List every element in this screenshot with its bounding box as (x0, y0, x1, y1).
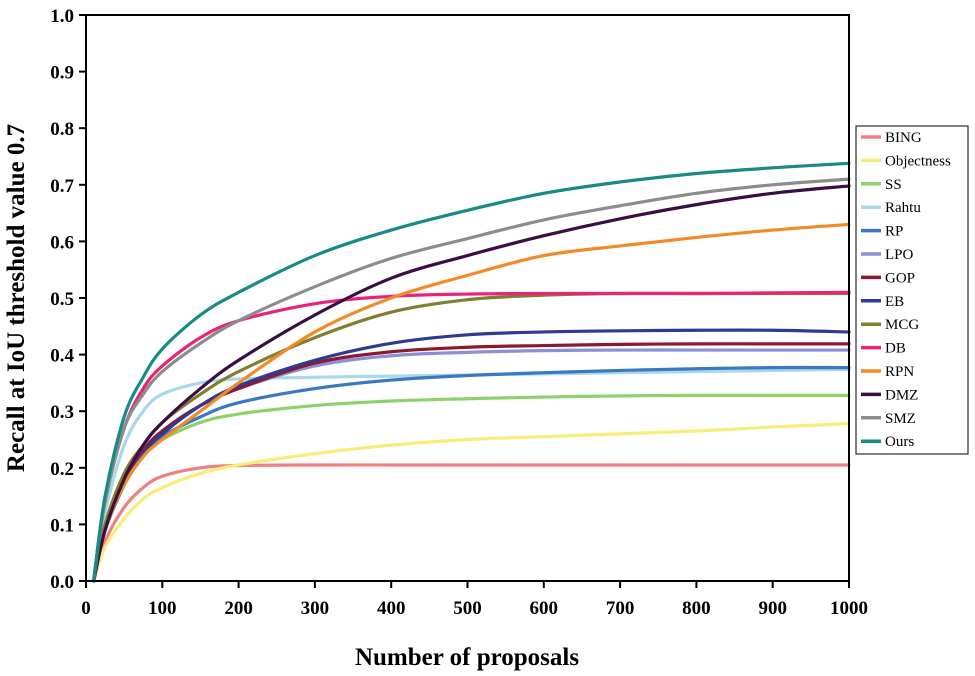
legend-label: Ours (885, 434, 914, 450)
y-axis-label: Recall at IoU threshold value 0.7 (3, 124, 30, 472)
legend-label: RPN (885, 364, 914, 380)
y-tick-label: 0.8 (50, 119, 74, 140)
y-tick-label: 0.2 (50, 459, 74, 480)
y-tick-label: 0.1 (50, 515, 74, 536)
legend: BING Objectness SS Rahtu RP LPO GOP EB MCG DB RPN D… (855, 125, 969, 455)
legend-label: RP (885, 224, 903, 240)
legend-item-eb: EB (861, 294, 904, 310)
series-line-dmz (92, 184, 851, 583)
y-tick-label: 0.6 (50, 232, 74, 253)
legend-item-rp: RP (861, 224, 903, 240)
y-tick-label: 0.0 (50, 572, 74, 593)
legend-item-db: DB (861, 341, 906, 357)
legend-item-smz: SMZ (861, 411, 916, 427)
legend-item-ours: Ours (861, 434, 914, 450)
legend-label: LPO (885, 247, 914, 263)
y-tick-label: 0.7 (50, 176, 74, 197)
legend-label: SS (885, 177, 902, 193)
x-tick-label: 200 (224, 598, 253, 619)
legend-item-objectness: Objectness (861, 153, 951, 169)
x-ticks: 0 100 200 300 400 500 600 700 800 900 1000 (81, 581, 868, 619)
legend-box (855, 125, 969, 455)
y-tick-label: 0.5 (50, 289, 74, 310)
legend-item-bing: BING (861, 130, 922, 146)
legend-label: Objectness (885, 153, 951, 169)
series-line-ours (92, 161, 851, 583)
series-line-bing (92, 463, 851, 583)
legend-label: DB (885, 341, 906, 357)
series-line-gop (92, 342, 851, 583)
series-line-rahtu (92, 367, 851, 583)
x-tick-label: 800 (682, 598, 711, 619)
series-layer (92, 161, 851, 583)
plot-frame (85, 14, 850, 582)
legend-label: MCG (885, 317, 919, 333)
x-axis-label: Number of proposals (355, 644, 579, 671)
y-ticks: 0.0 0.1 0.2 0.3 0.4 0.5 0.6 0.7 0.8 0.9 1.0 (50, 6, 86, 593)
x-tick-label: 400 (377, 598, 406, 619)
x-tick-label: 500 (453, 598, 482, 619)
legend-label: DMZ (885, 387, 918, 403)
x-tick-label: 700 (606, 598, 635, 619)
legend-label: SMZ (885, 411, 916, 427)
legend-item-rahtu: Rahtu (861, 200, 921, 216)
axes-layer (85, 14, 850, 582)
legend-label: EB (885, 294, 904, 310)
legend-label: Rahtu (885, 200, 921, 216)
legend-item-mcg: MCG (861, 317, 919, 333)
x-tick-label: 600 (530, 598, 559, 619)
y-tick-label: 0.9 (50, 63, 74, 84)
legend-item-lpo: LPO (861, 247, 914, 263)
series-line-ss (92, 393, 851, 583)
series-line-objectness (92, 422, 851, 583)
legend-label: GOP (885, 270, 915, 286)
x-tick-label: 1000 (830, 598, 868, 619)
legend-item-rpn: RPN (861, 364, 914, 380)
legend-item-ss: SS (861, 177, 902, 193)
y-tick-label: 0.3 (50, 402, 74, 423)
x-tick-label: 100 (148, 598, 177, 619)
y-tick-label: 0.4 (50, 346, 74, 367)
y-tick-label: 1.0 (50, 6, 74, 27)
x-tick-label: 900 (758, 598, 787, 619)
series-line-mcg (92, 291, 851, 583)
legend-label: BING (885, 130, 922, 146)
series-line-rpn (92, 222, 851, 583)
x-tick-label: 300 (301, 598, 330, 619)
series-line-smz (92, 177, 851, 583)
x-tick-label: 0 (81, 598, 91, 619)
legend-item-gop: GOP (861, 270, 915, 286)
legend-item-dmz: DMZ (861, 387, 918, 403)
